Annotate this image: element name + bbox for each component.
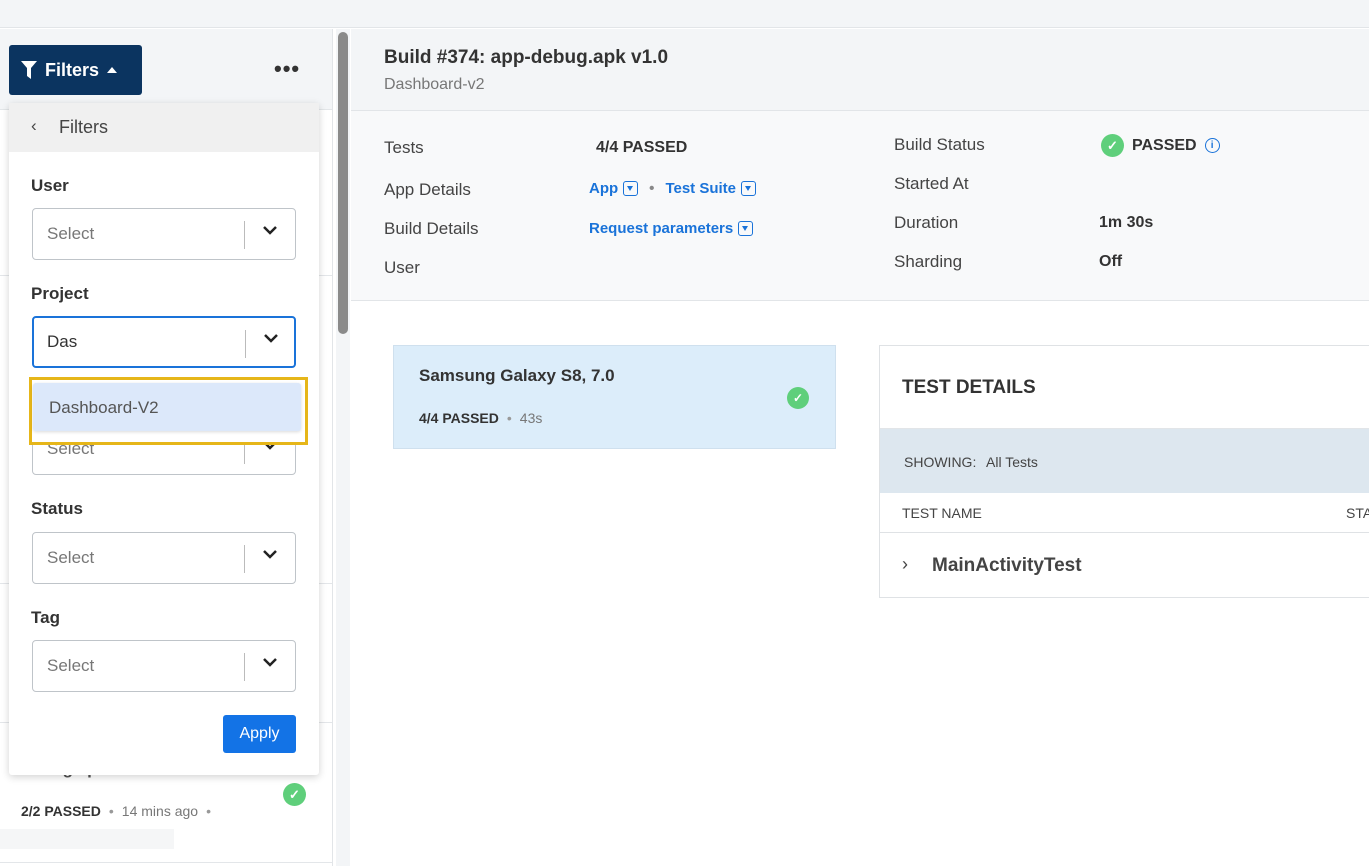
tag-select[interactable]: Select — [32, 640, 296, 692]
passed-check-icon: ✓ — [283, 783, 306, 806]
tag-filter-label: Tag — [31, 608, 60, 627]
user-select[interactable]: Select — [32, 208, 296, 260]
info-icon[interactable]: i — [1204, 138, 1220, 153]
build-item-time: 14 mins ago — [121, 803, 199, 819]
status-filter-label: Status — [31, 499, 83, 518]
filter-icon — [21, 61, 37, 79]
test-details-title: TEST DETAILS — [902, 377, 1036, 398]
device-card[interactable]: Samsung Galaxy S8, 7.0 4/4 PASSED • 43s … — [393, 345, 836, 449]
status-select[interactable]: Select — [32, 532, 296, 584]
scrollbar-thumb[interactable] — [338, 32, 348, 334]
build-header: Build #374: app-debug.apk v1.0 Dashboard… — [351, 29, 1369, 111]
request-params: Request parameters — [589, 220, 754, 237]
filters-popup: ‹ Filters User Select Project Das Select… — [9, 103, 319, 775]
test-details-panel: TEST DETAILS SHOWING: All Tests TEST NAM… — [879, 345, 1369, 598]
top-bar — [0, 0, 1369, 28]
chevron-down-icon — [263, 658, 277, 667]
duration-value: 1m 30s — [1099, 214, 1154, 231]
request-parameters-link[interactable]: Request parameters — [589, 220, 734, 237]
table-row[interactable]: › MainActivityTest — [880, 534, 1369, 598]
filters-button[interactable]: Filters — [9, 45, 142, 95]
caret-up-icon — [107, 67, 118, 73]
test-suite-link[interactable]: Test Suite — [665, 180, 737, 197]
test-suite-dropdown-icon[interactable] — [741, 181, 757, 196]
dropdown-highlight: Dashboard-V2 — [29, 377, 308, 445]
divider — [0, 862, 332, 863]
back-chevron-icon[interactable]: ‹ — [31, 116, 37, 135]
build-item-result: 2/2 PASSED — [21, 803, 101, 819]
app-details-links: App • Test Suite — [589, 180, 757, 197]
project-filter-label: Project — [31, 284, 89, 303]
user-label: User — [384, 258, 420, 277]
chevron-right-icon[interactable]: › — [902, 554, 908, 574]
sharding-value: Off — [1099, 253, 1123, 270]
request-params-dropdown-icon[interactable] — [738, 221, 754, 236]
app-details-label: App Details — [384, 180, 471, 199]
build-status-value: PASSED — [1132, 136, 1197, 154]
device-duration: 43s — [519, 410, 543, 426]
showing-label: SHOWING: — [904, 454, 977, 470]
showing-bar: SHOWING: All Tests — [880, 428, 1369, 493]
chevron-down-icon — [264, 334, 278, 343]
sharding-label: Sharding — [894, 252, 963, 271]
build-details-label: Build Details — [384, 219, 479, 238]
showing-value[interactable]: All Tests — [986, 454, 1038, 470]
table-header: TEST NAME STATUS — [880, 493, 1369, 533]
tests-value: 4/4 PASSED — [596, 139, 688, 156]
more-options-icon[interactable]: ••• — [274, 56, 301, 81]
test-name: MainActivityTest — [932, 555, 1082, 576]
build-details: Tests 4/4 PASSED App Details App • Test … — [351, 111, 1369, 301]
col-test-name: TEST NAME — [902, 505, 982, 521]
device-meta: 4/4 PASSED • 43s — [419, 410, 543, 426]
chevron-down-icon — [263, 550, 277, 559]
passed-check-icon: ✓ — [787, 387, 809, 409]
apply-button[interactable]: Apply — [223, 715, 296, 753]
passed-check-icon: ✓ — [1101, 134, 1124, 157]
duration-label: Duration — [894, 213, 959, 232]
device-result: 4/4 PASSED — [419, 410, 499, 426]
app-link[interactable]: App — [589, 180, 619, 197]
user-filter-label: User — [31, 176, 69, 195]
started-at-label: Started At — [894, 174, 969, 193]
device-name: Samsung Galaxy S8, 7.0 — [419, 366, 615, 385]
project-option-dashboard-v2[interactable]: Dashboard-V2 — [33, 383, 301, 431]
col-status: STATUS — [1346, 505, 1369, 521]
build-subtitle: Dashboard-v2 — [384, 76, 485, 93]
app-dropdown-icon[interactable] — [623, 181, 639, 196]
popup-header[interactable]: ‹ Filters — [9, 103, 319, 152]
popup-title: Filters — [59, 117, 108, 137]
placeholder-bar — [0, 829, 174, 849]
build-status: ✓ PASSED i — [1101, 134, 1220, 157]
build-item-meta: 2/2 PASSED • 14 mins ago • — [21, 803, 211, 819]
build-status-label: Build Status — [894, 135, 985, 154]
filters-button-label: Filters — [45, 59, 100, 80]
tests-label: Tests — [384, 138, 424, 157]
chevron-down-icon — [263, 226, 277, 235]
project-input[interactable]: Das — [32, 316, 296, 368]
build-title: Build #374: app-debug.apk v1.0 — [384, 47, 669, 68]
